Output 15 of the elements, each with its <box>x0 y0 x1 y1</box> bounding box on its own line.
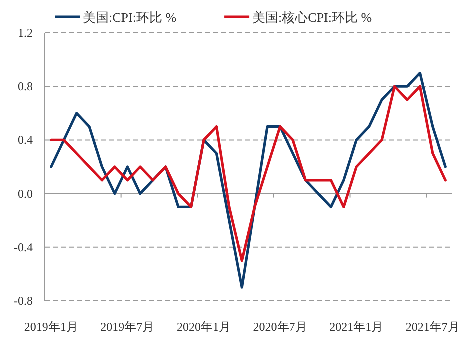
legend-label: 美国:核心CPI:环比 % <box>252 10 372 25</box>
x-tick-label: 2021年1月 <box>330 320 384 334</box>
y-tick-label: -0.4 <box>14 240 33 254</box>
x-tick-label: 2019年7月 <box>100 320 155 334</box>
y-tick-label: 0.8 <box>18 80 33 94</box>
y-tick-label: 0.0 <box>18 186 33 201</box>
x-tick-label: 2021年7月 <box>406 320 460 334</box>
y-tick-label: -0.8 <box>14 294 33 308</box>
y-tick-label: 1.2 <box>18 26 33 40</box>
legend-label: 美国:CPI:环比 % <box>83 10 177 25</box>
line-series <box>50 85 447 262</box>
x-tick-label: 2020年7月 <box>253 320 308 334</box>
x-tick-label: 2020年1月 <box>176 320 231 334</box>
x-tick-label: 2019年1月 <box>24 320 78 334</box>
y-tick-label: 0.4 <box>18 133 33 148</box>
